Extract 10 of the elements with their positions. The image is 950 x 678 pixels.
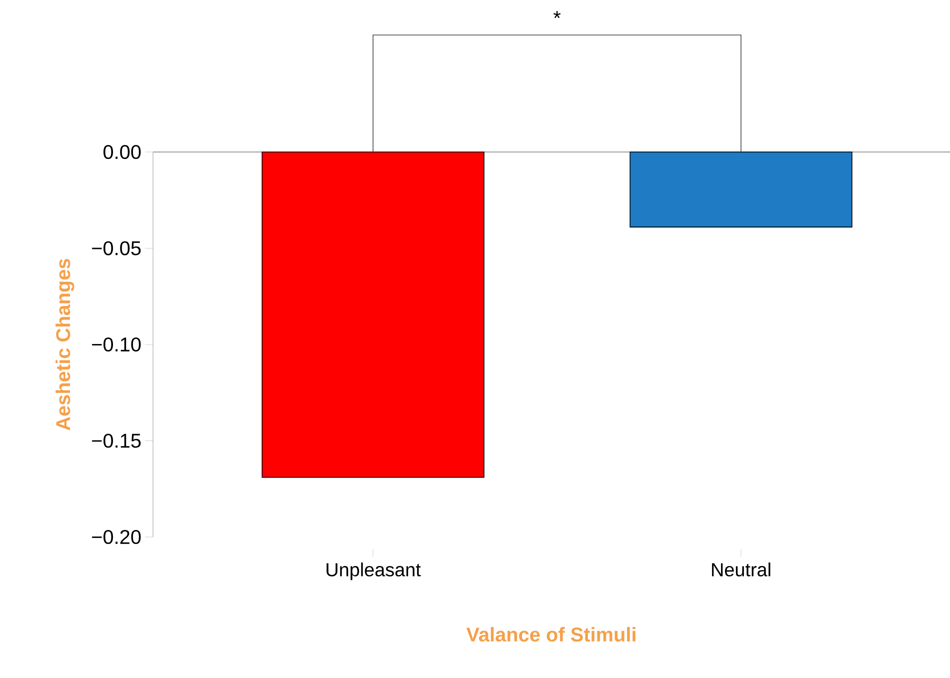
y-tick-label: −0.10 [92, 337, 141, 352]
y-axis-title: Aeshetic Changes [56, 258, 74, 430]
x-tick-label: Neutral [712, 562, 770, 576]
y-tick-label: −0.20 [92, 530, 141, 544]
x-axis-title: Valance of Stimuli [466, 626, 636, 642]
y-tick-label: 0.00 [103, 144, 141, 160]
x-tick-label: Unpleasant [326, 562, 421, 580]
y-tick-label: −0.05 [92, 241, 141, 256]
text: * [553, 11, 561, 18]
y-tick-label: −0.15 [92, 434, 141, 448]
